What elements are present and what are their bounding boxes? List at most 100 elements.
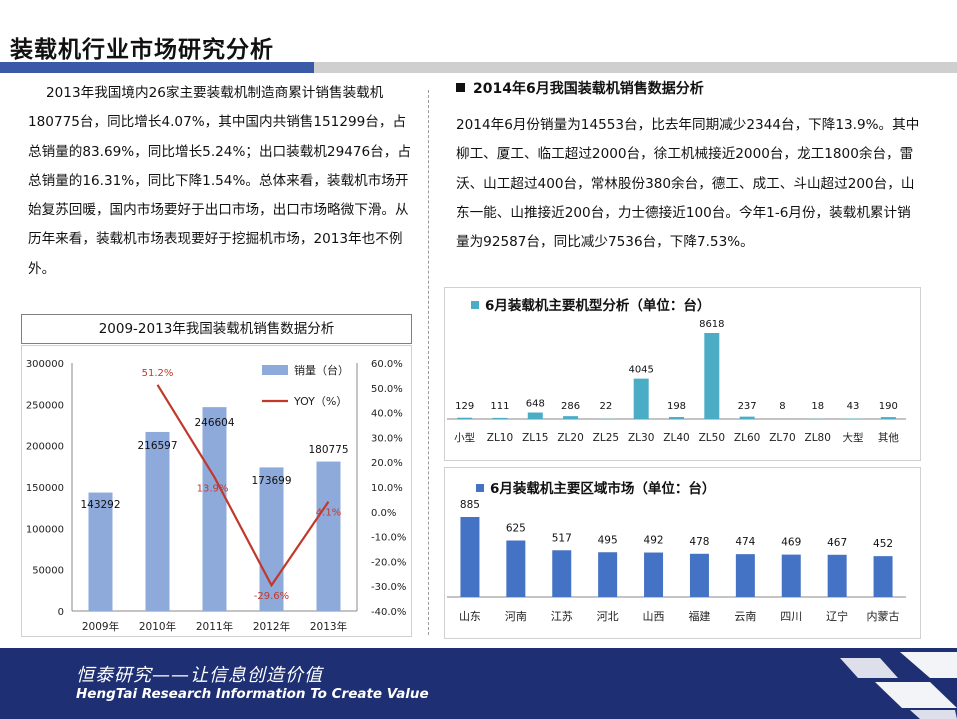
- model-data-label: 190: [879, 401, 898, 412]
- region-data-label: 492: [644, 535, 664, 547]
- region-bar: [552, 550, 572, 597]
- region-data-label: 885: [460, 499, 480, 511]
- chart1-box-title: 2009-2013年我国装载机销售数据分析: [21, 314, 412, 344]
- region-bar: [873, 556, 893, 597]
- model-tick-label: ZL50: [699, 432, 725, 444]
- sales-data-label: 180775: [308, 444, 348, 456]
- model-tick-label: ZL40: [663, 432, 689, 444]
- y-tick-label: 250000: [26, 400, 64, 411]
- region-tick-label: 福建: [688, 609, 710, 623]
- footer-slogan-cn: 恒泰研究——让信息创造价值: [76, 665, 323, 686]
- y2-tick-label: 60.0%: [371, 359, 403, 370]
- x-tick-label: 2011年: [196, 620, 233, 633]
- sales-data-label: 216597: [137, 440, 177, 452]
- x-tick-label: 2013年: [310, 620, 347, 633]
- region-data-label: 467: [827, 537, 847, 549]
- region-data-label: 452: [873, 538, 893, 550]
- sales-data-label: 246604: [194, 417, 234, 429]
- legend-swatch-sales: [262, 365, 288, 375]
- region-data-label: 495: [598, 534, 618, 546]
- region-tick-label: 河北: [597, 610, 619, 623]
- y2-tick-label: 0.0%: [371, 508, 396, 519]
- sales-data-label: 143292: [80, 499, 120, 511]
- chart3-frame: [444, 467, 921, 639]
- model-bar: [457, 417, 473, 419]
- region-tick-label: 河南: [505, 610, 527, 623]
- y2-tick-label: -40.0%: [371, 607, 406, 618]
- region-tick-label: 山东: [459, 610, 481, 623]
- model-data-label: 43: [847, 401, 860, 412]
- chart2-frame: [444, 287, 921, 461]
- sales-bar: [202, 407, 227, 611]
- chart1-frame: [21, 345, 412, 637]
- model-data-label: 8: [779, 401, 785, 412]
- model-tick-label: 其他: [878, 431, 899, 444]
- region-tick-label: 山西: [643, 610, 665, 623]
- region-bar: [781, 554, 801, 597]
- y-tick-label: 0: [58, 607, 64, 618]
- region-tick-label: 云南: [734, 610, 756, 623]
- model-bar: [880, 417, 896, 419]
- y-tick-label: 50000: [32, 566, 64, 577]
- legend-label-yoy: YOY（%）: [293, 395, 347, 408]
- model-tick-label: ZL80: [805, 432, 831, 444]
- title-underline: [314, 62, 957, 73]
- model-tick-label: ZL25: [593, 432, 619, 444]
- model-tick-label: 小型: [454, 431, 475, 444]
- model-bar: [563, 416, 579, 419]
- model-bar: [633, 378, 649, 419]
- model-data-label: 237: [738, 401, 757, 412]
- model-bar: [527, 412, 543, 419]
- legend-label-sales: 销量（台）: [294, 363, 349, 377]
- right-heading-text: 2014年6月我国装载机销售数据分析: [473, 81, 704, 97]
- model-bar: [739, 416, 755, 419]
- y2-tick-label: -20.0%: [371, 557, 406, 568]
- column-divider: [428, 90, 429, 635]
- region-data-label: 469: [781, 537, 801, 549]
- model-data-label: 129: [455, 401, 474, 412]
- region-tick-label: 江苏: [551, 610, 573, 623]
- footer-bar: [0, 648, 957, 719]
- y2-tick-label: 20.0%: [371, 458, 403, 469]
- right-paragraph: 2014年6月份销量为14553台，比去年同期减少2344台，下降13.9%。其…: [456, 117, 920, 251]
- model-tick-label: ZL60: [734, 432, 760, 444]
- model-data-label: 8618: [699, 319, 724, 330]
- region-data-label: 474: [735, 536, 755, 548]
- model-data-label: 198: [667, 401, 686, 412]
- model-tick-label: ZL70: [769, 432, 795, 444]
- region-bar: [506, 540, 526, 597]
- yoy-data-label: 4.1%: [316, 508, 341, 519]
- model-bar: [704, 333, 720, 419]
- y-tick-label: 150000: [26, 483, 64, 494]
- y-tick-label: 100000: [26, 524, 64, 535]
- model-data-label: 22: [600, 401, 613, 412]
- y2-tick-label: 50.0%: [371, 384, 403, 395]
- model-bar: [669, 417, 684, 419]
- region-tick-label: 内蒙古: [867, 609, 900, 623]
- model-data-label: 18: [811, 401, 824, 412]
- region-data-label: 517: [552, 532, 572, 544]
- model-tick-label: ZL15: [522, 432, 548, 444]
- model-tick-label: ZL30: [628, 432, 654, 444]
- model-tick-label: 大型: [843, 431, 864, 444]
- x-tick-label: 2012年: [253, 620, 290, 633]
- chart2-title-marker-icon: [471, 301, 479, 309]
- region-bar: [460, 517, 480, 597]
- chart3-title: 6月装载机主要区域市场（单位：台）: [490, 480, 715, 497]
- page-title: 装载机行业市场研究分析: [10, 37, 274, 63]
- bullet-square-icon: [456, 83, 465, 92]
- y2-tick-label: 30.0%: [371, 433, 403, 444]
- region-tick-label: 辽宁: [826, 609, 848, 623]
- model-tick-label: ZL10: [487, 432, 513, 444]
- y-tick-label: 200000: [26, 442, 64, 453]
- region-data-label: 625: [506, 523, 526, 535]
- y-tick-label: 300000: [26, 359, 64, 370]
- sales-bar: [145, 431, 170, 611]
- region-tick-label: 四川: [780, 610, 802, 623]
- y2-tick-label: 40.0%: [371, 409, 403, 420]
- chart3-title-marker-icon: [476, 484, 484, 492]
- region-data-label: 478: [689, 536, 709, 548]
- region-bar: [598, 552, 618, 597]
- footer-slogan-en: HengTai Research Information To Create V…: [76, 686, 429, 702]
